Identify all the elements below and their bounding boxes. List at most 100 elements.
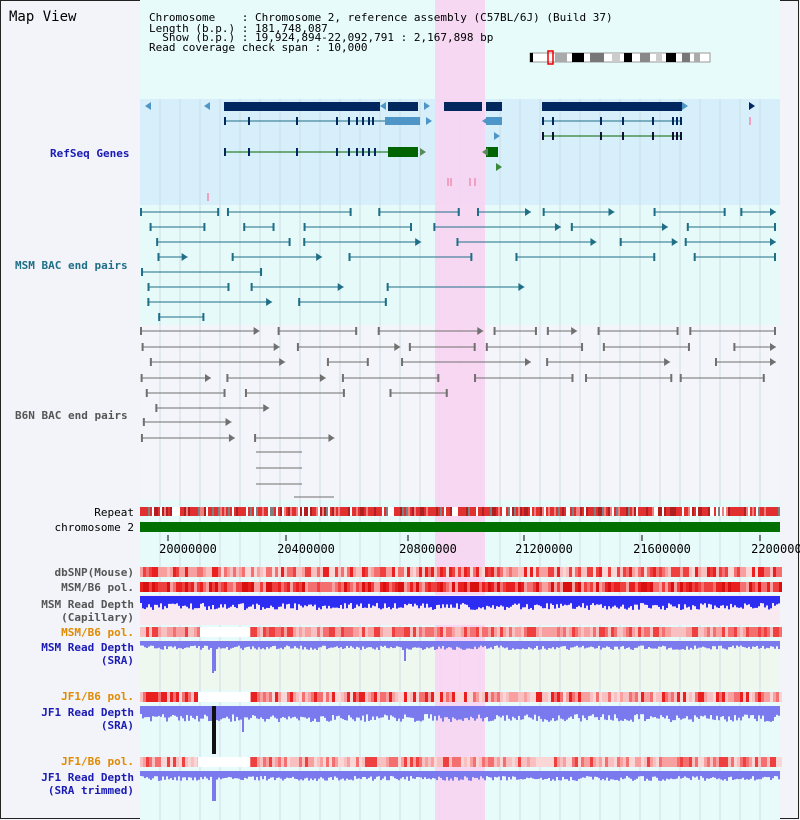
jf1-trim-depth-bar	[548, 771, 550, 778]
msm-sra-depth-bar	[406, 641, 408, 649]
jf1-sra-depth-bar	[380, 706, 382, 718]
repeat-bar	[524, 507, 526, 516]
jf1-trim-depth-bar	[216, 771, 218, 780]
gene-block	[224, 102, 380, 111]
msm-cap-depth-bar	[730, 596, 732, 604]
ideogram-band	[555, 53, 567, 62]
repeat-bar	[360, 507, 362, 516]
track-label-refseq[interactable]: RefSeq Genes	[50, 147, 130, 160]
jf1-sra-depth-bar	[186, 706, 188, 715]
b6n-bac-pair-arrow	[328, 434, 335, 442]
track-label-jf1-b6-pol-trimmed[interactable]: JF1/B6 pol.	[61, 755, 134, 768]
msm-cap-depth-bar	[618, 596, 620, 609]
jf1-trim-depth-bar	[670, 771, 672, 779]
msm-sra-depth-bar	[256, 641, 258, 650]
jf1-pol-stripe	[773, 692, 776, 702]
ideogram-band	[624, 53, 632, 62]
msm-bac-pair-end	[260, 268, 263, 276]
track-label-msm-b6-pol[interactable]: MSM/B6 pol.	[61, 581, 134, 594]
msm-sra-pol-stripe	[755, 627, 758, 637]
jf1-sra-depth-bar	[406, 706, 408, 718]
jf1-pol-stripe	[530, 692, 533, 702]
jf1-pol-stripe	[674, 692, 677, 702]
dbsnp-stripe	[524, 567, 527, 577]
track-label-line: (SRA trimmed)	[47, 784, 134, 797]
dbsnp-stripe	[677, 567, 680, 577]
msm-pol-stripe	[698, 582, 701, 592]
msm-sra-pol-stripe	[281, 627, 284, 637]
dbsnp-stripe	[239, 567, 242, 577]
jf1-sra-depth-bar	[734, 706, 736, 716]
track-label-b6n-bac[interactable]: B6N BAC end pairs	[15, 409, 128, 422]
track-label-jf1-b6-pol[interactable]: JF1/B6 pol.	[61, 690, 134, 703]
msm-sra-depth-bar	[188, 641, 190, 648]
jf1-pol-stripe	[764, 692, 767, 702]
msm-pol-stripe	[590, 582, 593, 592]
repeat-bar	[276, 507, 278, 516]
msm-pol-stripe	[176, 582, 179, 592]
jf1-sra-depth-bar	[642, 706, 644, 715]
msm-sra-depth-bar	[516, 641, 518, 649]
jf1-pol-stripe	[659, 692, 662, 702]
dbsnp-stripe	[392, 567, 395, 577]
track-label-msm-read-depth-sra[interactable]: MSM Read Depth (SRA)	[41, 641, 134, 667]
repeat-bar	[336, 507, 338, 516]
dbsnp-stripe	[590, 567, 593, 577]
msm-sra-pol-stripe	[500, 627, 503, 637]
ideogram-band	[656, 53, 662, 62]
msm-pol-stripe	[719, 582, 722, 592]
repeat-bar	[668, 507, 670, 516]
ideogram-band	[572, 53, 584, 62]
jf1-sra-depth-bar	[166, 706, 168, 722]
msm-sra-pol-stripe	[143, 627, 146, 637]
msm-sra-depth-bar	[408, 641, 410, 650]
jf1-trim-depth-bar	[422, 771, 424, 780]
track-label-msm-b6-pol-sra[interactable]: MSM/B6 pol.	[61, 626, 134, 639]
msm-cap-depth-bar	[424, 596, 426, 608]
msm-cap-depth-bar	[682, 596, 684, 610]
jf1-trim-pol-stripe	[371, 757, 374, 767]
msm-sra-depth-bar	[564, 641, 566, 647]
repeat-bar	[284, 507, 286, 516]
repeat-bar	[606, 507, 608, 516]
msm-sra-pol-stripe	[413, 627, 416, 637]
track-label-msm-read-depth-capillary[interactable]: MSM Read Depth (Capillary)	[41, 598, 134, 624]
jf1-trim-pol-stripe	[641, 757, 644, 767]
track-label-dbsnp[interactable]: dbSNP(Mouse)	[54, 566, 134, 579]
track-label-jf1-read-depth-sra[interactable]: JF1 Read Depth (SRA)	[41, 706, 134, 732]
dbsnp-stripe	[518, 567, 521, 577]
dbsnp-stripe	[533, 567, 536, 577]
msm-sra-depth-bar	[650, 641, 652, 649]
dbsnp-stripe	[230, 567, 233, 577]
jf1-sra-depth-bar	[272, 706, 274, 716]
jf1-trim-depth-bar	[626, 771, 628, 777]
msm-pol-stripe	[374, 582, 377, 592]
jf1-trim-depth-bar	[556, 771, 558, 778]
b6n-bac-pair-end	[679, 374, 682, 382]
msm-cap-depth-bar	[156, 596, 158, 605]
track-label-msm-bac[interactable]: MSM BAC end pairs	[15, 259, 128, 272]
repeat-bar	[254, 507, 256, 516]
msm-cap-depth-bar	[210, 596, 212, 610]
repeat-bar	[692, 507, 694, 516]
jf1-trim-depth-bar	[366, 771, 368, 780]
msm-sra-depth-bar	[750, 641, 752, 649]
msm-cap-depth-bar	[236, 596, 238, 609]
b6n-bac-pair-arrow	[263, 404, 270, 412]
jf1-sra-depth-bar	[418, 706, 420, 721]
msm-sra-pol-stripe	[398, 627, 401, 637]
jf1-sra-depth-bar	[262, 706, 264, 719]
msm-sra-depth-bar	[616, 641, 618, 647]
track-label-jf1-read-depth-trimmed[interactable]: JF1 Read Depth (SRA trimmed)	[41, 771, 134, 797]
jf1-trim-pol-stripe	[377, 757, 380, 767]
jf1-sra-depth-bar	[516, 706, 518, 721]
msm-sra-depth-bar	[286, 641, 288, 646]
msm-cap-depth-bar	[558, 596, 560, 608]
dbsnp-stripe	[320, 567, 323, 577]
jf1-trim-depth-bar	[260, 771, 262, 777]
jf1-sra-depth-bar	[188, 706, 190, 721]
jf1-trim-depth-bar	[560, 771, 562, 781]
dbsnp-stripe	[716, 567, 719, 577]
jf1-trim-pol-stripe	[587, 757, 590, 767]
